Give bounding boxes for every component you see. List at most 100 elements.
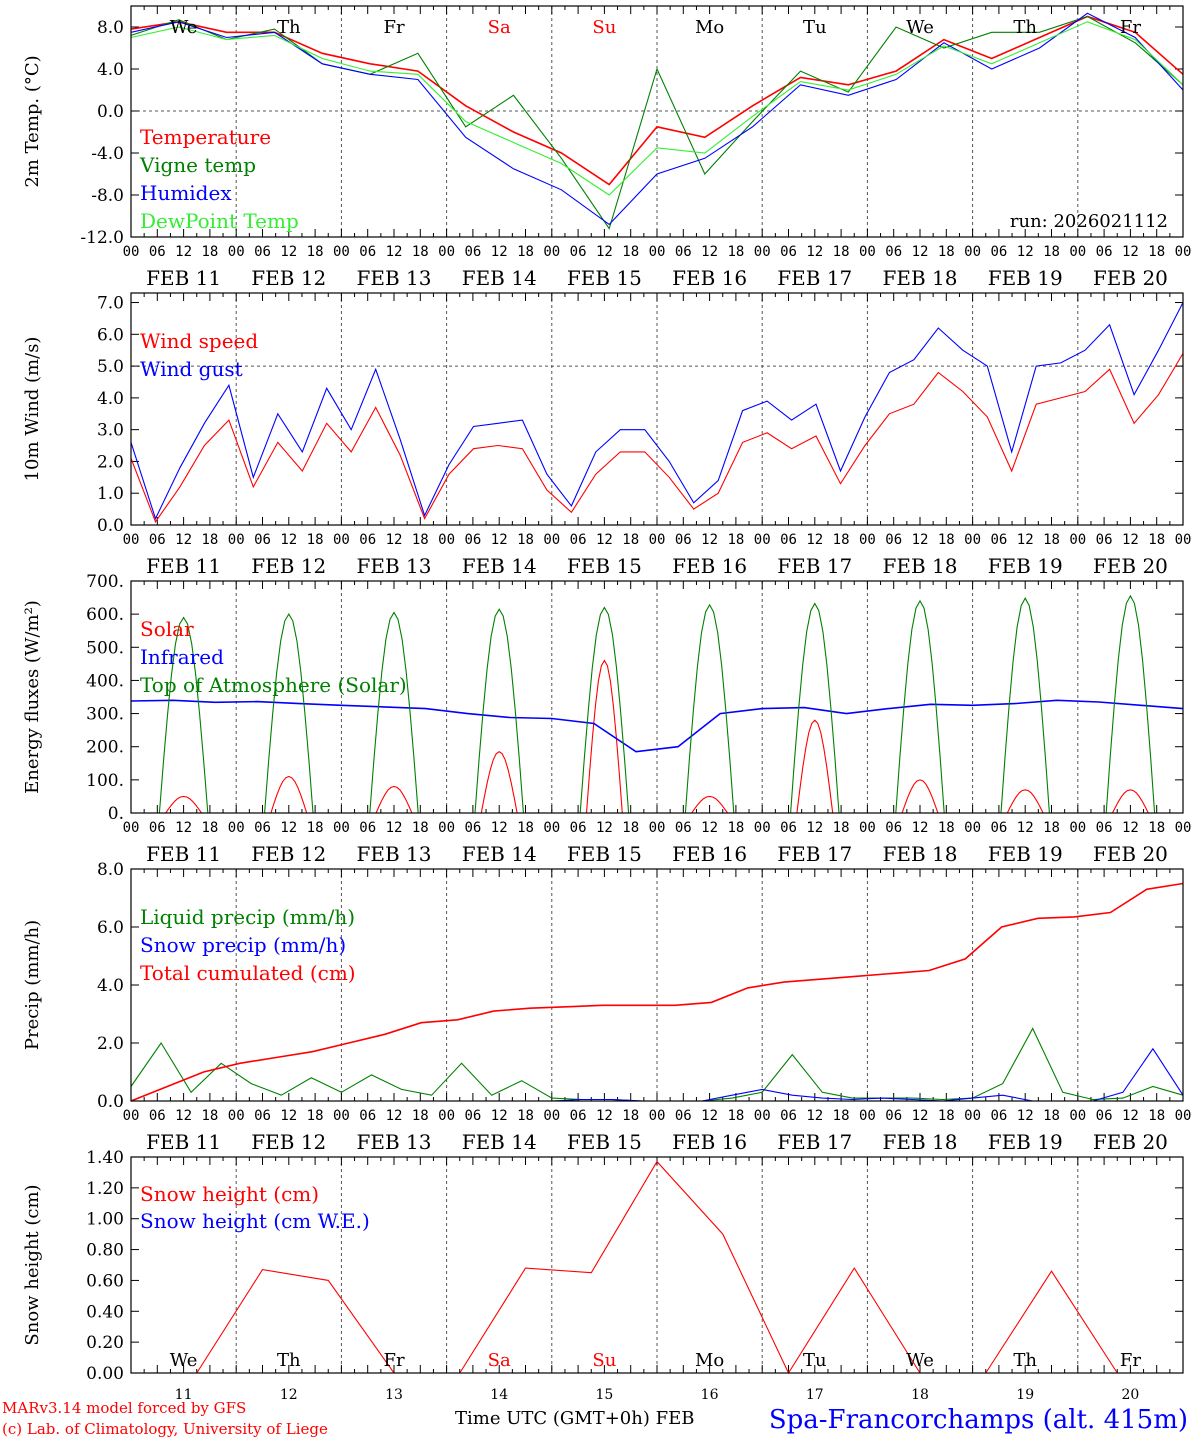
hour-tick-label: 00 — [964, 820, 981, 836]
hour-tick-label: 12 — [491, 820, 508, 836]
y-tick-label: 0.00 — [86, 1364, 124, 1384]
hour-tick-label: 18 — [622, 1108, 639, 1124]
hour-tick-label-final: 00 — [1175, 244, 1192, 260]
legend-entry: Top of Atmosphere (Solar) — [140, 673, 407, 697]
hour-tick-label: 12 — [491, 244, 508, 260]
hour-tick-label: 06 — [675, 244, 692, 260]
date-label: FEB 11 — [146, 842, 221, 866]
hour-tick-label: 12 — [701, 532, 718, 548]
hour-tick-label: 18 — [1148, 1108, 1165, 1124]
date-label: FEB 15 — [567, 554, 642, 578]
hour-tick-label: 18 — [938, 532, 955, 548]
hour-tick-label: 12 — [280, 244, 297, 260]
hour-tick-label: 12 — [806, 244, 823, 260]
hour-tick-label: 00 — [1069, 1108, 1086, 1124]
hour-tick-label: 00 — [1069, 244, 1086, 260]
hour-tick-label: 18 — [622, 532, 639, 548]
day-name: We — [170, 17, 198, 38]
hour-tick-label: 18 — [201, 244, 218, 260]
day-number: 16 — [701, 1387, 719, 1403]
hour-tick-label: 06 — [570, 532, 587, 548]
hour-tick-label: 12 — [806, 532, 823, 548]
hour-tick-label: 12 — [912, 1108, 929, 1124]
hour-tick-label: 06 — [675, 820, 692, 836]
date-label: FEB 15 — [567, 266, 642, 290]
hour-tick-label: 00 — [543, 1108, 560, 1124]
day-name: Su — [592, 17, 616, 38]
date-label: FEB 13 — [357, 842, 432, 866]
date-label: FEB 18 — [883, 266, 958, 290]
hour-tick-label: 06 — [1096, 244, 1113, 260]
hour-tick-label: 06 — [464, 1108, 481, 1124]
date-label: FEB 11 — [146, 1130, 221, 1154]
legend-entry: Temperature — [140, 125, 271, 149]
hour-tick-label: 12 — [386, 244, 403, 260]
date-label: FEB 19 — [988, 1130, 1063, 1154]
hour-tick-label: 00 — [754, 244, 771, 260]
hour-tick-label: 18 — [938, 244, 955, 260]
day-name: We — [906, 17, 934, 38]
hour-tick-label: 12 — [175, 1108, 192, 1124]
hour-tick-label: 00 — [649, 820, 666, 836]
hour-tick-label: 00 — [333, 1108, 350, 1124]
y-tick-label: 200. — [86, 738, 124, 758]
hour-tick-label: 18 — [1148, 244, 1165, 260]
date-label: FEB 18 — [883, 1130, 958, 1154]
hour-tick-label: 06 — [780, 1108, 797, 1124]
date-label: FEB 17 — [777, 1130, 852, 1154]
hour-tick-label: 00 — [543, 820, 560, 836]
hour-tick-label: 18 — [833, 820, 850, 836]
date-label: FEB 19 — [988, 842, 1063, 866]
y-tick-label: 500. — [86, 638, 124, 658]
hour-tick-label: 00 — [333, 244, 350, 260]
hour-tick-label: 06 — [780, 532, 797, 548]
date-label: FEB 14 — [462, 842, 537, 866]
hour-tick-label: 12 — [701, 1108, 718, 1124]
date-label: FEB 13 — [357, 554, 432, 578]
hour-tick-label: 06 — [990, 532, 1007, 548]
date-label: FEB 18 — [883, 554, 958, 578]
legend-entry: Infrared — [140, 645, 224, 669]
y-axis-label: Snow height (cm) — [22, 1184, 43, 1345]
hour-tick-label: 18 — [1043, 532, 1060, 548]
hour-tick-label: 18 — [307, 244, 324, 260]
y-tick-label: 700. — [86, 572, 124, 592]
date-label: FEB 17 — [777, 554, 852, 578]
hour-tick-label: 12 — [912, 532, 929, 548]
plot-frame — [130, 1156, 1184, 1374]
y-tick-label: 0.20 — [86, 1333, 124, 1353]
y-tick-label: 5.0 — [97, 357, 124, 377]
y-tick-label: 6.0 — [97, 325, 124, 345]
lab-credit-line: (c) Lab. of Climatology, University of L… — [2, 1420, 328, 1438]
hour-tick-label: 12 — [280, 1108, 297, 1124]
hour-tick-label: 06 — [149, 1108, 166, 1124]
hour-tick-label-final: 00 — [1175, 1108, 1192, 1124]
day-number: 12 — [280, 1387, 298, 1403]
hour-tick-label: 00 — [123, 820, 140, 836]
date-label: FEB 12 — [251, 266, 326, 290]
hour-tick-label: 06 — [990, 244, 1007, 260]
day-name: Fr — [1120, 1350, 1141, 1371]
hour-tick-label: 12 — [596, 244, 613, 260]
y-tick-label: -4.0 — [91, 144, 124, 164]
hour-tick-label: 12 — [596, 532, 613, 548]
hour-tick-label: 12 — [1017, 244, 1034, 260]
y-tick-label: 4.0 — [97, 976, 124, 996]
hour-tick-label: 06 — [359, 532, 376, 548]
series-vigne-temp — [130, 15, 1184, 230]
day-name: Th — [277, 1350, 301, 1371]
hour-tick-label: 00 — [123, 1108, 140, 1124]
day-name: Th — [1013, 1350, 1037, 1371]
hour-tick-label-final: 00 — [1175, 532, 1192, 548]
day-name: Fr — [383, 1350, 404, 1371]
y-tick-label: 8.0 — [97, 18, 124, 38]
panel-energy: 0. 100. 200. 300. 400. 500. 600. 700. Energy flu… — [22, 572, 1191, 866]
y-tick-label: 1.40 — [86, 1148, 124, 1168]
hour-tick-label-final: 00 — [1175, 820, 1192, 836]
hour-tick-label: 12 — [596, 1108, 613, 1124]
legend-entry: DewPoint Temp — [140, 209, 299, 233]
hour-tick-label: 12 — [280, 820, 297, 836]
date-label: FEB 14 — [462, 1130, 537, 1154]
day-number: 17 — [806, 1387, 824, 1403]
